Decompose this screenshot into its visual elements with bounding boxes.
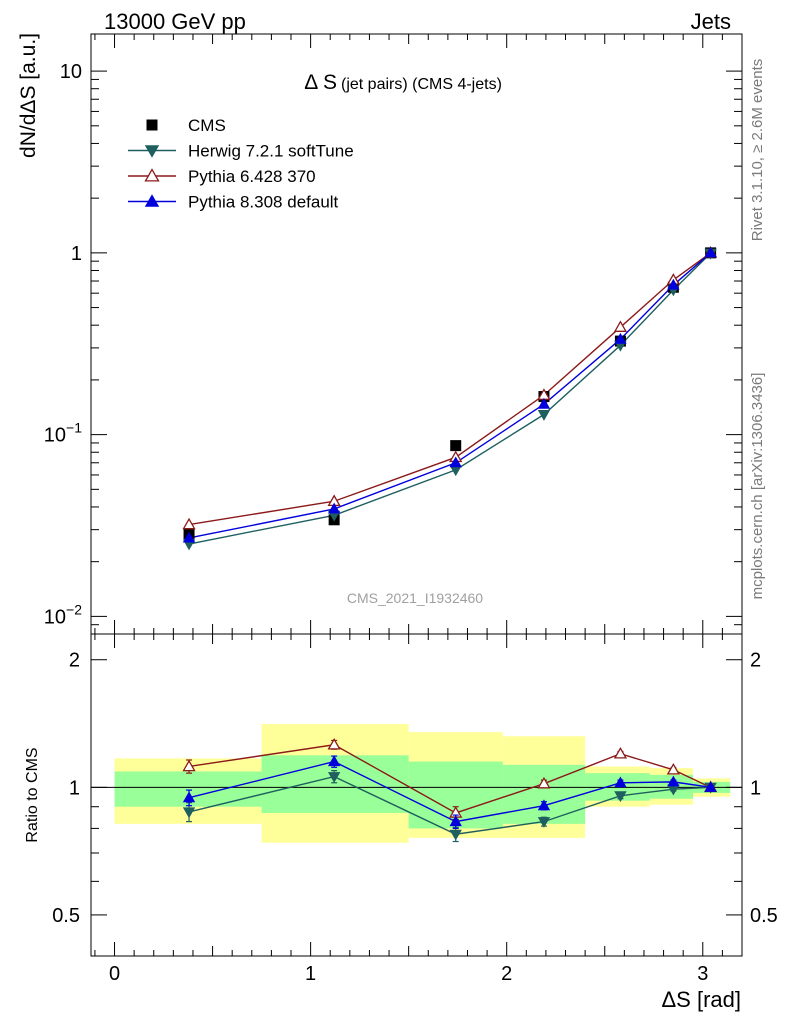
herwig-7-2-1-softtune-ratio-point [449,829,462,841]
ratio-y-tick-label-left: 1 [69,777,80,799]
main-axes: 10 1 10−1 10−2 [44,34,743,635]
x-axis-title: ΔS [rad] [661,987,741,1012]
legend: CMS Herwig 7.2.1 softTune Pythia 6.428 370… [128,116,354,212]
cms-point [450,440,462,452]
main-y-tick-label: 1 [71,243,82,265]
cms-uncertainty-bands [114,724,731,843]
legend-marker-pythia-8-308-default [144,194,160,207]
ratio-axes: 0 1 2 3 2 2 1 1 0.5 0.5 [52,634,778,985]
pythia-6-428-370-ratio-point [327,737,341,750]
rivet-label: Rivet 3.1.10, ≥ 2.6M events [749,59,766,242]
herwig-7-2-1-softtune-ratio-point [182,807,196,819]
legend-marker-pythia-6-428-370 [144,168,160,182]
herwig-7-2-1-softtune-line [188,252,712,545]
main-series-lines [188,252,712,545]
legend-label-herwig-7-2-1-softtune: Herwig 7.2.1 softTune [188,142,354,161]
pythia-6-428-370-ratio-point [613,746,628,759]
header-category: Jets [691,9,731,34]
plot-title-sub: (jet pairs) (CMS 4-jets) [341,76,502,93]
pythia-6-428-370-line [188,252,712,526]
pythia-8-308-default-ratio-point [614,776,627,788]
x-tick-label: 2 [501,963,512,985]
main-y-tick-label: 10−2 [44,601,82,628]
pythia-8-308-default-point [614,332,627,344]
ratio-y-tick-label-right: 0.5 [750,905,778,927]
pythia-8-308-default-point [327,502,341,514]
ratio-y-tick-label-right: 1 [750,777,761,799]
pythia-8-308-default-point [449,456,462,468]
y-axis-title: dN/dΔS [a.u.] [17,33,40,158]
analysis-watermark: CMS_2021_I1932460 [347,590,483,606]
x-tick-label: 1 [305,963,316,985]
ratio-series-markers [182,737,718,843]
legend-marker-cms [146,119,158,131]
inner-band [502,764,586,824]
pythia-8-308-default-point [182,531,196,543]
pythia-8-308-default-ratio-point [327,755,341,767]
ratio-y-tick-label-left: 0.5 [52,905,80,927]
plot-title-main: Δ S [304,71,337,94]
legend-label-pythia-8-308-default: Pythia 8.308 default [188,193,339,212]
pythia-8-308-default-ratio-point [667,775,680,787]
pythia-8-308-default-point [537,397,551,409]
pythia-6-428-370-point [182,517,196,530]
main-y-tick-label: 10 [60,61,82,83]
herwig-7-2-1-softtune-point [537,409,551,421]
ratio-panel: 0 1 2 3 2 2 1 1 0.5 0.5 [52,633,778,985]
pythia-8-308-default-point [704,246,717,258]
x-tick-label: 0 [109,963,120,985]
pythia-8-308-default-line [188,252,712,539]
x-tick-label: 3 [697,963,708,985]
pythia-8-308-default-ratio-point [704,781,717,792]
legend-label-pythia-6-428-370: Pythia 6.428 370 [188,167,316,186]
ratio-y-tick-label-left: 2 [69,650,80,672]
mcplots-label: mcplots.cern.ch [arXiv:1306.3436] [749,373,766,600]
herwig-7-2-1-softtune-ratio-point [327,772,341,783]
ratio-axis-title: Ratio to CMS [24,747,41,842]
ratio-y-tick-label-right: 2 [750,650,761,672]
pythia-6-428-370-point [613,320,628,332]
legend-label-cms: CMS [188,116,226,135]
pythia-8-308-default-ratio-point [182,791,196,803]
herwig-7-2-1-softtune-ratio-point [537,817,551,828]
herwig-7-2-1-softtune-ratio-point [614,791,627,803]
pythia-6-428-370-ratio-point [537,776,551,789]
pythia-8-308-default-ratio-point [537,799,551,811]
header-energy: 13000 GeV pp [104,9,246,34]
pythia-6-428-370-ratio-point [666,762,680,775]
legend-marker-herwig-7-2-1-softtune [144,145,160,158]
pythia-8-308-default-ratio-point [449,815,462,827]
main-y-tick-label: 10−1 [44,420,82,447]
pythia-8-308-default-point [667,278,680,290]
main-series-markers [182,246,718,551]
ratio-frame [90,633,743,957]
pythia-6-428-370-ratio-point [182,759,196,772]
